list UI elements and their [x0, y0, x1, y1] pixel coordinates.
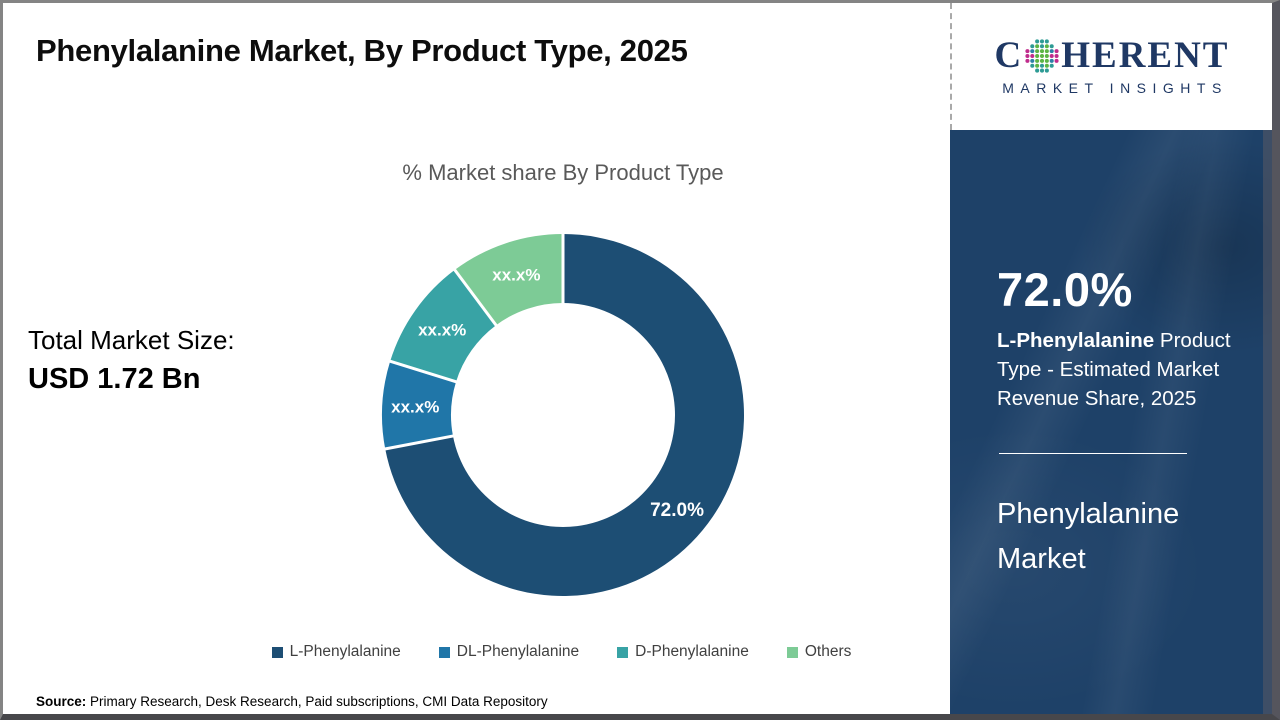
logo-word-start: C: [994, 35, 1024, 76]
chart-subtitle: % Market share By Product Type: [402, 160, 724, 185]
panel-market-title: Phenylalanine Market: [997, 498, 1180, 575]
legend-label: D-Phenylalanine: [635, 643, 749, 660]
total-market-size-label: Total Market Size:: [28, 325, 235, 355]
donut-data-label: xx.x%: [492, 265, 540, 284]
stat-value: 72.0%: [997, 263, 1133, 316]
legend-label: L-Phenylalanine: [289, 643, 401, 660]
donut-segment-others: [454, 234, 563, 326]
total-market-size-value: USD 1.72 Bn: [28, 363, 201, 395]
donut-segment-d-phenylalanine: [390, 269, 497, 382]
stat-description: L-Phenylalanine Product Type - Estimated…: [997, 326, 1249, 413]
donut-data-label: xx.x%: [391, 398, 439, 417]
stat-description-rest: Product Type - Estimated Market Revenue …: [997, 329, 1231, 410]
legend-item-others: Others: [786, 643, 852, 661]
legend-item-l-phenylalanine: L-Phenylalanine: [271, 643, 401, 661]
donut-data-label: xx.x%: [418, 320, 466, 339]
dotted-globe-icon: [1025, 38, 1059, 73]
highlight-panel: 72.0% L-Phenylalanine Product Type - Est…: [950, 130, 1272, 714]
segment-separator: [388, 359, 458, 384]
legend-swatch-icon: [786, 646, 798, 658]
sidebar: C HERENT MARKET INSIGHTS 72.0% L-Phenyla…: [950, 3, 1272, 714]
source-label: Source:: [36, 694, 87, 709]
panel-divider: [999, 453, 1187, 454]
donut-segment-l-phenylalanine: [385, 234, 745, 596]
logo-word-end: HERENT: [1061, 35, 1230, 76]
donut-chart-svg: 72.0% xx.x% xx.x% xx.x%: [382, 233, 745, 596]
donut-segment-dl-phenylalanine: [382, 361, 457, 449]
stat-description-bold: L-Phenylalanine: [997, 329, 1155, 352]
logo-subtitle: MARKET INSIGHTS: [1002, 80, 1228, 96]
legend-swatch-icon: [271, 646, 283, 658]
main-chart-area: Phenylalanine Market, By Product Type, 2…: [3, 3, 950, 714]
coherent-logo: C HERENT MARKET INSIGHTS: [950, 3, 1272, 130]
source-text: Primary Research, Desk Research, Paid su…: [86, 694, 548, 709]
source-attribution: Source: Primary Research, Desk Research,…: [36, 694, 548, 709]
logo-wordmark: C HERENT: [995, 37, 1230, 74]
legend-item-dl-phenylalanine: DL-Phenylalanine: [438, 643, 580, 661]
segment-separator: [452, 268, 498, 327]
legend-swatch-icon: [438, 646, 450, 658]
legend-label: DL-Phenylalanine: [456, 643, 580, 660]
chart-legend: L-Phenylalanine DL-Phenylalanine D-Pheny…: [173, 643, 950, 661]
donut-data-label: 72.0%: [650, 500, 704, 521]
legend-swatch-icon: [617, 646, 629, 658]
page-title: Phenylalanine Market, By Product Type, 2…: [36, 33, 688, 68]
legend-label: Others: [804, 643, 852, 660]
total-market-size: Total Market Size: USD 1.72 Bn: [28, 325, 235, 396]
donut-chart: 72.0% xx.x% xx.x% xx.x%: [372, 224, 754, 606]
segment-separator: [383, 434, 455, 451]
legend-item-d-phenylalanine: D-Phenylalanine: [617, 643, 749, 661]
